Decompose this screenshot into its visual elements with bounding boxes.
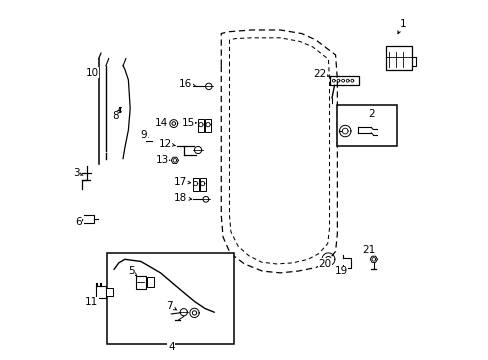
Text: 22: 22 (312, 68, 329, 78)
Bar (336, 105, 397, 146)
Text: 15: 15 (181, 118, 196, 128)
Text: 6: 6 (75, 217, 82, 227)
Bar (95, 287, 105, 298)
Text: 21: 21 (362, 245, 375, 255)
Text: 10: 10 (85, 68, 98, 78)
Bar (135, 276, 145, 289)
Text: 4: 4 (167, 342, 174, 352)
Text: 13: 13 (155, 155, 169, 165)
Text: 16: 16 (179, 78, 195, 89)
Bar (192, 178, 198, 191)
Bar (200, 178, 205, 191)
Bar (107, 253, 233, 344)
Bar (385, 46, 411, 70)
Text: 12: 12 (158, 139, 175, 149)
Text: 20: 20 (318, 259, 331, 269)
Text: 19: 19 (334, 265, 347, 276)
Text: 11: 11 (85, 297, 98, 307)
Text: 7: 7 (166, 301, 176, 311)
Text: 3: 3 (73, 168, 83, 178)
Text: 9: 9 (140, 130, 148, 140)
Text: 14: 14 (155, 118, 168, 128)
Bar (198, 119, 203, 132)
Text: 17: 17 (173, 177, 190, 187)
Text: 1: 1 (397, 18, 405, 34)
Text: 18: 18 (174, 193, 191, 203)
Bar (147, 277, 154, 287)
Text: 5: 5 (128, 266, 137, 276)
Bar (205, 119, 211, 132)
Bar (106, 288, 113, 296)
Text: 2: 2 (367, 109, 374, 118)
Text: 8: 8 (112, 111, 118, 121)
